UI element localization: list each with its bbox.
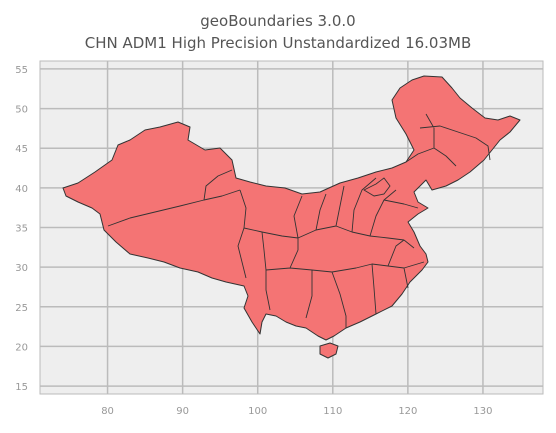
x-tick-label: 80 bbox=[101, 406, 114, 417]
x-tick-label: 120 bbox=[398, 406, 417, 417]
y-tick-label: 20 bbox=[15, 342, 28, 353]
y-tick-label: 50 bbox=[15, 105, 28, 116]
chart-title: geoBoundaries 3.0.0 CHN ADM1 High Precis… bbox=[0, 10, 556, 54]
province-boundaries bbox=[107, 113, 491, 328]
x-tick-label: 90 bbox=[176, 406, 189, 417]
country-shape bbox=[62, 75, 521, 359]
title-line-1: geoBoundaries 3.0.0 bbox=[200, 12, 356, 30]
x-tick-label: 100 bbox=[248, 406, 267, 417]
y-axis-ticks: 15 20 25 30 35 40 45 50 55 bbox=[15, 65, 28, 393]
china-outline bbox=[62, 75, 521, 341]
x-axis-ticks: 80 90 100 110 120 130 bbox=[101, 406, 492, 417]
x-tick-label: 130 bbox=[473, 406, 492, 417]
y-tick-label: 25 bbox=[15, 303, 28, 314]
y-tick-label: 55 bbox=[15, 65, 28, 76]
y-tick-label: 15 bbox=[15, 382, 28, 393]
y-tick-label: 35 bbox=[15, 224, 28, 235]
y-tick-label: 40 bbox=[15, 184, 28, 195]
x-tick-label: 110 bbox=[323, 406, 342, 417]
y-tick-label: 30 bbox=[15, 263, 28, 274]
hainan-island bbox=[319, 342, 339, 359]
y-tick-label: 45 bbox=[15, 144, 28, 155]
title-line-2: CHN ADM1 High Precision Unstandardized 1… bbox=[84, 34, 472, 52]
